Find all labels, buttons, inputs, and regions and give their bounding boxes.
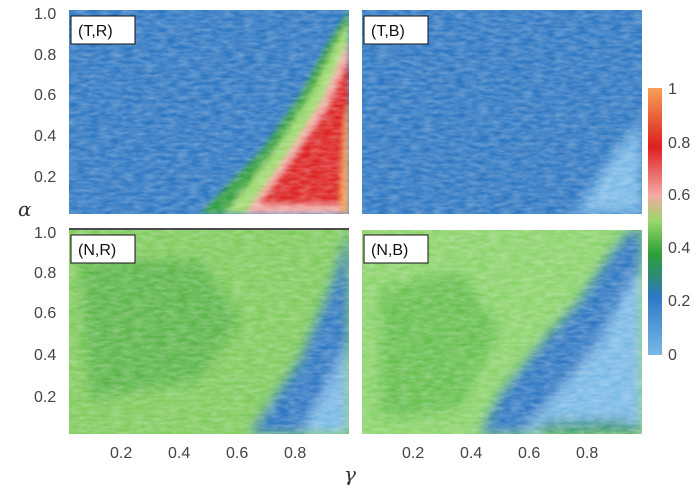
panel-tr-label: (T,R): [78, 23, 113, 40]
y-tick-bottom-0.2: 0.2: [34, 389, 56, 406]
panel-nb-label-box: (N,B): [363, 234, 429, 264]
panel-tr-label-box: (T,R): [70, 15, 136, 45]
x-tick-left-0.8: 0.8: [284, 445, 306, 462]
y-tick-bottom-1.0: 1.0: [34, 225, 56, 242]
panel-nb-texture: [362, 230, 642, 434]
colorbar-tick-1: 1: [668, 81, 677, 98]
panel-nr-label-box: (N,R): [70, 234, 136, 264]
x-tick-left-0.6: 0.6: [226, 445, 248, 462]
y-tick-top-0.4: 0.4: [34, 128, 56, 145]
panel-tr: [69, 10, 349, 214]
x-tick-right-0.8: 0.8: [576, 445, 598, 462]
y-axis-label: α: [18, 197, 32, 221]
colorbar-gradient: [648, 88, 662, 355]
panel-tb-label: (T,B): [371, 23, 405, 40]
colorbar-tick-0.8: 0.8: [668, 135, 690, 152]
colorbar: 1 0.8 0.6 0.4 0.2 0: [648, 81, 690, 364]
y-tick-bottom-0.8: 0.8: [34, 265, 56, 282]
colorbar-tick-0: 0: [668, 347, 677, 364]
x-tick-right-0.4: 0.4: [460, 445, 482, 462]
x-tick-right-0.2: 0.2: [402, 445, 424, 462]
panel-nr-texture: [69, 230, 349, 434]
y-tick-top-1.0: 1.0: [34, 6, 56, 23]
panel-nb-label: (N,B): [371, 242, 408, 259]
y-tick-bottom-0.4: 0.4: [34, 347, 56, 364]
x-tick-left-0.2: 0.2: [110, 445, 132, 462]
x-tick-left-0.4: 0.4: [168, 445, 190, 462]
x-tick-right-0.6: 0.6: [518, 445, 540, 462]
y-tick-top-0.8: 0.8: [34, 47, 56, 64]
colorbar-tick-0.2: 0.2: [668, 293, 690, 310]
panel-nr: [69, 230, 349, 434]
colorbar-tick-0.6: 0.6: [668, 187, 690, 204]
y-tick-top-0.6: 0.6: [34, 87, 56, 104]
panel-nb: [362, 230, 642, 434]
panel-nr-label: (N,R): [78, 242, 116, 259]
panel-tb-label-box: (T,B): [363, 15, 429, 45]
y-tick-top-0.2: 0.2: [34, 169, 56, 186]
y-tick-bottom-0.6: 0.6: [34, 305, 56, 322]
colorbar-tick-0.4: 0.4: [668, 240, 690, 257]
x-axis-label: γ: [344, 462, 356, 486]
